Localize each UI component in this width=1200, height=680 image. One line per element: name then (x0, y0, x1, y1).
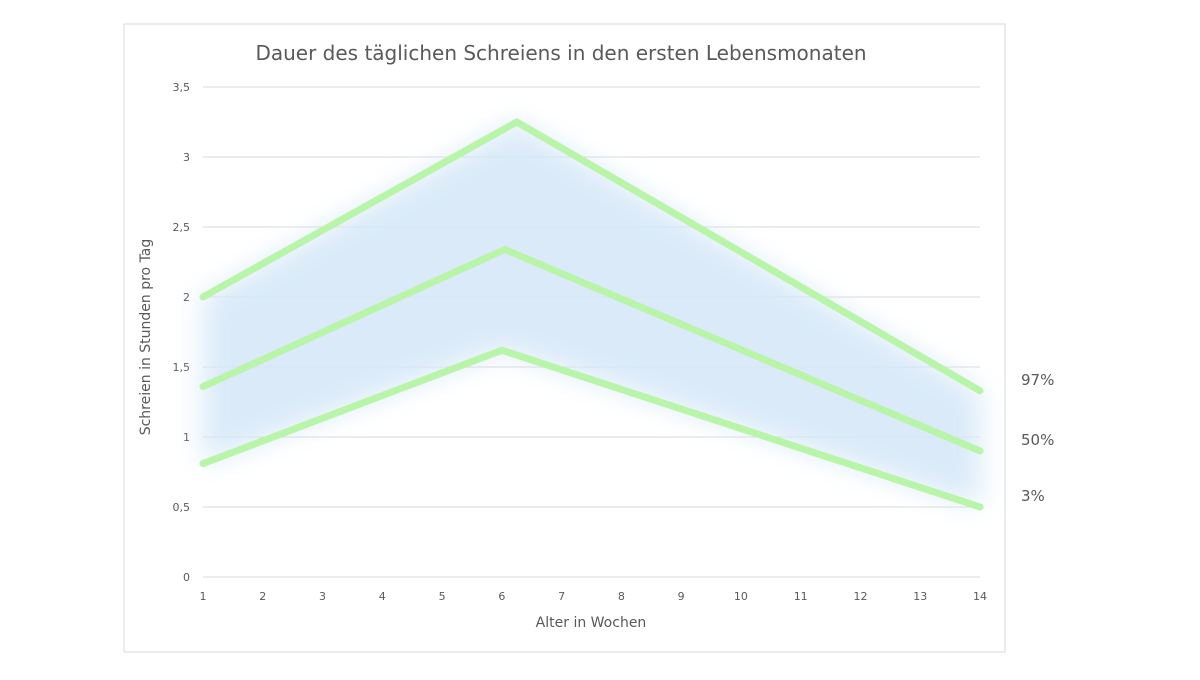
percentile-band (203, 122, 980, 507)
y-axis-label: Schreien in Stunden pro Tag (138, 239, 154, 436)
x-tick-label: 7 (558, 590, 565, 603)
y-tick-label: 2 (183, 291, 190, 304)
x-tick-label: 12 (853, 590, 867, 603)
y-tick-label: 0,5 (173, 501, 191, 514)
x-tick-label: 5 (439, 590, 446, 603)
x-tick-label: 13 (913, 590, 927, 603)
x-tick-label: 3 (319, 590, 326, 603)
x-tick-label: 10 (734, 590, 748, 603)
y-tick-label: 3 (183, 151, 190, 164)
x-axis-label: Alter in Wochen (536, 615, 647, 631)
x-tick-label: 9 (678, 590, 685, 603)
x-tick-label: 11 (794, 590, 808, 603)
chart-title: Dauer des täglichen Schreiens in den ers… (255, 41, 866, 65)
series-line-50pct (199, 245, 984, 455)
series-label: 97% (1021, 371, 1054, 389)
x-tick-label: 2 (259, 590, 266, 603)
y-tick-label: 3,5 (173, 81, 191, 94)
series-label: 3% (1021, 487, 1045, 505)
series-label: 50% (1021, 431, 1054, 449)
y-tick-label: 1,5 (173, 361, 191, 374)
y-tick-label: 1 (183, 431, 190, 444)
x-tick-label: 8 (618, 590, 625, 603)
y-tick-label: 2,5 (173, 221, 191, 234)
x-tick-label: 14 (973, 590, 987, 603)
x-tick-label: 4 (379, 590, 386, 603)
series-line-3pct (199, 346, 984, 511)
series-line-97pct (199, 117, 984, 395)
x-tick-label: 1 (200, 590, 207, 603)
y-tick-label: 0 (183, 571, 190, 584)
x-tick-label: 6 (498, 590, 505, 603)
